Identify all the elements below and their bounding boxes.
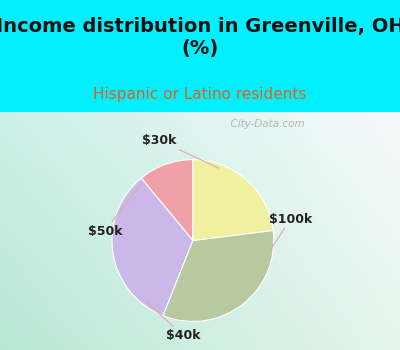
Wedge shape	[112, 178, 193, 316]
Text: $30k: $30k	[142, 134, 219, 168]
Text: Hispanic or Latino residents: Hispanic or Latino residents	[93, 88, 307, 102]
Text: $40k: $40k	[146, 301, 200, 342]
Wedge shape	[163, 230, 274, 321]
Text: $50k: $50k	[88, 183, 142, 238]
Wedge shape	[141, 160, 193, 240]
Wedge shape	[193, 160, 273, 240]
Text: City-Data.com: City-Data.com	[224, 119, 304, 129]
Text: Income distribution in Greenville, OH
(%): Income distribution in Greenville, OH (%…	[0, 17, 400, 58]
Text: $100k: $100k	[269, 212, 312, 253]
